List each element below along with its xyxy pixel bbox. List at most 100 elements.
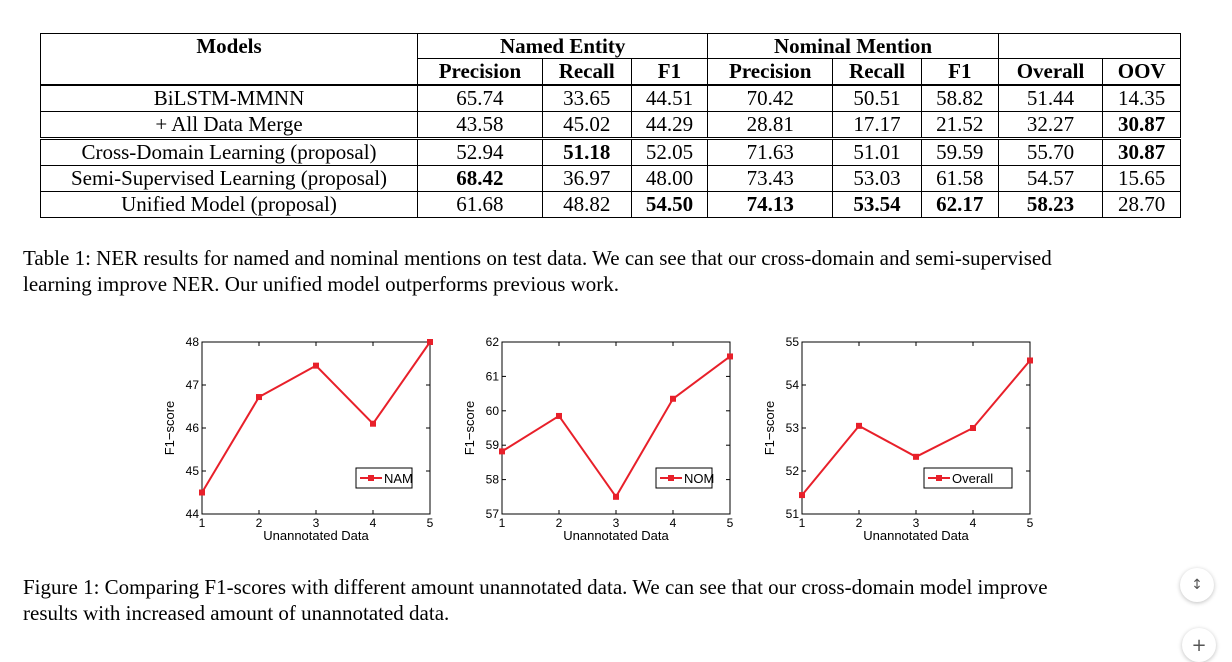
cell-overall: 51.44	[997, 84, 1104, 112]
cell-ne-recall: 51.18	[541, 137, 632, 166]
cell-ne-precision: 68.42	[417, 165, 543, 192]
data-point	[799, 492, 805, 499]
table-row: Semi-Supervised Learning (proposal) 68.42…	[40, 165, 1181, 192]
data-point	[199, 489, 205, 496]
cell-ne-precision: 65.74	[417, 84, 543, 112]
cell-nm-precision: 74.13	[707, 191, 834, 218]
cell-nm-recall: 53.54	[832, 191, 922, 218]
cell-nm-precision: 28.81	[707, 111, 834, 139]
table-caption-line-2: learning improve NER. Our unified model …	[23, 272, 620, 296]
header-oov: OOV	[1102, 58, 1181, 86]
chart-svg: 57 58 59 60 61 62 1 2 3 4 5 Unannotated Data F1−scor…	[462, 335, 734, 543]
y-tick-label: 55	[786, 335, 800, 349]
cell-nm-recall: 51.01	[832, 137, 922, 166]
header-nm-recall: Recall	[832, 58, 922, 86]
cell-overall: 32.27	[997, 111, 1104, 139]
cell-oov: 30.87	[1102, 111, 1181, 139]
data-point	[499, 448, 505, 455]
table-row: + All Data Merge 43.58 45.02 44.29 28.81 17.1…	[40, 111, 1181, 139]
data-point	[370, 420, 376, 427]
cell-ne-recall: 33.65	[541, 84, 632, 112]
cell-model: + All Data Merge	[40, 111, 418, 139]
table-row: Unified Model (proposal) 61.68 48.82 54.50 7…	[40, 191, 1181, 218]
data-point	[856, 422, 862, 429]
data-point	[427, 339, 433, 345]
y-tick-label: 58	[486, 473, 500, 487]
x-tick-label: 2	[856, 516, 863, 530]
y-tick-label: 46	[186, 421, 200, 435]
x-tick-label: 1	[499, 516, 506, 530]
x-tick-label: 4	[670, 516, 677, 530]
y-tick-label: 52	[786, 464, 800, 478]
cell-ne-recall: 45.02	[541, 111, 632, 139]
cell-nm-precision: 71.63	[707, 137, 834, 166]
x-tick-label: 5	[727, 516, 734, 530]
cell-oov: 30.87	[1102, 137, 1181, 166]
cell-ne-recall: 36.97	[541, 165, 632, 192]
chart-svg: 51 52 53 54 55 1 2 3 4 5 Unannotated Data F1−score O…	[762, 335, 1034, 543]
cell-ne-f1: 44.51	[630, 84, 709, 112]
table-row: Cross-Domain Learning (proposal) 52.94 51.…	[40, 137, 1181, 166]
x-tick-label: 2	[556, 516, 563, 530]
legend-marker	[936, 475, 942, 481]
legend-marker	[668, 475, 674, 481]
cell-overall: 55.70	[997, 137, 1104, 166]
data-point	[556, 412, 562, 419]
overall-f1-chart: 51 52 53 54 55 1 2 3 4 5 Unannotated Data F1−score O…	[760, 330, 1050, 550]
header-blank	[997, 33, 1182, 59]
cell-nm-precision: 70.42	[707, 84, 834, 112]
cell-nm-recall: 50.51	[832, 84, 922, 112]
figure-caption: Figure 1: Comparing F1-scores with diffe…	[23, 574, 1183, 626]
cell-oov: 28.70	[1102, 191, 1181, 218]
y-tick-label: 51	[786, 507, 800, 521]
nom-f1-chart: 57 58 59 60 61 62 1 2 3 4 5 Unannotated Data F1−scor…	[460, 330, 750, 550]
data-point	[970, 425, 976, 431]
nam-f1-chart: 44 45 46 47 48 1 2 3 4 5 Unannotated Data F1−score N…	[160, 330, 450, 550]
y-tick-label: 60	[486, 404, 500, 418]
legend-label: NOM	[684, 471, 714, 486]
y-tick-label: 44	[186, 507, 200, 521]
x-tick-label: 5	[427, 516, 434, 530]
x-tick-label: 1	[799, 516, 806, 530]
cell-ne-precision: 52.94	[417, 137, 543, 166]
legend-box	[355, 467, 413, 489]
header-named-entity: Named Entity	[416, 33, 709, 59]
header-ne-precision: Precision	[417, 58, 543, 86]
plus-icon[interactable]: +	[1182, 628, 1216, 662]
cell-ne-precision: 61.68	[417, 191, 543, 218]
header-overall: Overall	[997, 58, 1104, 86]
legend-label: NAM	[384, 471, 413, 486]
cell-nm-f1: 21.52	[920, 111, 999, 139]
data-point	[313, 362, 319, 369]
cell-overall: 58.23	[997, 191, 1104, 218]
data-point	[727, 353, 733, 360]
ner-results-table: Models Named Entity Nominal Mention Prec…	[40, 33, 1182, 218]
collapse-arrows-icon[interactable]: ↕	[1180, 568, 1214, 602]
cell-overall: 54.57	[997, 165, 1104, 192]
cell-nm-f1: 62.17	[920, 191, 999, 218]
cell-model: Cross-Domain Learning (proposal)	[40, 137, 418, 166]
x-tick-label: 1	[199, 516, 206, 530]
cell-ne-f1: 48.00	[630, 165, 709, 192]
cell-nm-f1: 58.82	[920, 84, 999, 112]
cell-nm-f1: 59.59	[920, 137, 999, 166]
data-point	[1027, 357, 1033, 364]
table-caption: Table 1: NER results for named and nomin…	[23, 245, 1203, 297]
header-ne-f1: F1	[630, 58, 709, 86]
header-models: Models	[40, 33, 418, 59]
cell-model: Semi-Supervised Learning (proposal)	[40, 165, 418, 192]
x-axis-label: Unannotated Data	[863, 528, 969, 543]
x-tick-label: 5	[1027, 516, 1034, 530]
legend-label: Overall	[952, 471, 993, 486]
y-axis-label: F1−score	[462, 401, 477, 456]
x-tick-label: 3	[313, 516, 320, 530]
data-point	[670, 395, 676, 402]
cell-nm-precision: 73.43	[707, 165, 834, 192]
legend-box	[923, 467, 1013, 489]
table-caption-line-1: Table 1: NER results for named and nomin…	[23, 246, 1052, 270]
data-point	[913, 453, 919, 460]
header-nm-f1: F1	[920, 58, 999, 86]
y-tick-label: 47	[186, 378, 200, 392]
data-point	[613, 493, 619, 500]
header-nominal-mention: Nominal Mention	[707, 33, 999, 59]
